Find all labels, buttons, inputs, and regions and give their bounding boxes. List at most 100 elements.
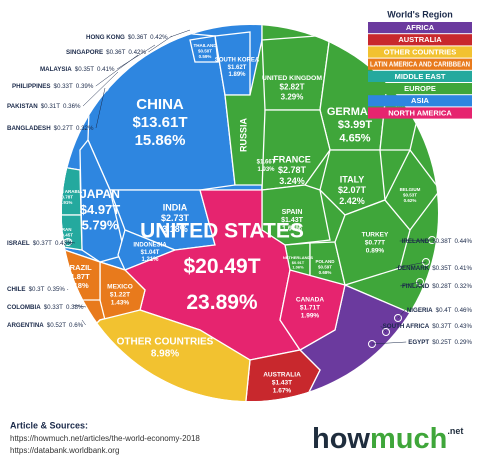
country-name: INDIA <box>163 202 188 212</box>
value-label: $0.50T <box>198 49 212 54</box>
leader-line <box>397 309 406 319</box>
legend-swatch <box>368 70 472 82</box>
country-name: SINGAPORE <box>66 49 103 56</box>
legend-label: LATIN AMERICA AND CARIBBEAN <box>370 60 470 69</box>
value-label: $0.59T <box>318 265 332 270</box>
country-name: UNITED STATES <box>140 220 304 243</box>
value-label: $20.49T <box>183 255 260 278</box>
value-label: $1.43T <box>281 217 304 224</box>
value-label: 0.68% <box>319 270 332 275</box>
value-label: 0.38% <box>66 304 84 311</box>
value-label: $0.33T <box>54 83 73 90</box>
country-name: HONG KONG <box>86 34 125 41</box>
value-label: 0.39% <box>76 83 94 90</box>
value-label: $0.78T <box>59 195 73 200</box>
value-label: $0.53T <box>403 193 417 198</box>
country-name: FINLAND <box>402 283 430 290</box>
value-label: $2.82T <box>280 83 305 92</box>
legend-label: NORTH AMERICA <box>388 108 452 117</box>
country-name: DENMARK <box>398 265 430 272</box>
value-label: $2.07T <box>338 185 367 195</box>
value-label: 23.89% <box>186 291 258 314</box>
value-label: 0.41% <box>97 66 115 73</box>
legend-label: AFRICA <box>406 23 435 32</box>
country-label: EGYPT $0.25T 0.29% <box>408 339 472 346</box>
value-label: 1.06% <box>292 265 304 270</box>
value-label: 0.62% <box>404 198 417 203</box>
country-name: BRAZIL <box>64 263 92 272</box>
value-label: 2.18% <box>67 281 89 290</box>
value-label: 0.42% <box>150 34 168 41</box>
value-label: 1.93% <box>257 167 275 173</box>
value-label: 1.67% <box>273 387 292 394</box>
value-label: 0.42% <box>128 49 146 56</box>
leader-line <box>116 44 156 70</box>
value-label: $1.66T <box>257 160 276 166</box>
country-label: MALAYSIA $0.35T 0.41% <box>40 66 115 73</box>
country-label: NIGERIA $0.4T 0.46% <box>407 307 473 314</box>
value-label: 0.46% <box>454 307 472 314</box>
country-name: IRAN <box>61 227 72 232</box>
legend-label: OTHER COUNTRIES <box>384 47 457 56</box>
value-label: 1.66% <box>282 226 303 233</box>
leader-line <box>371 341 407 345</box>
country-name: ITALY <box>340 174 365 184</box>
country-name: NIGERIA <box>407 307 433 314</box>
country-name: COLOMBIA <box>7 304 41 311</box>
country-name: UNITED KINGDOM <box>262 75 322 82</box>
value-label: $0.36T <box>128 34 147 41</box>
country-name: PHILIPPINES <box>12 83 51 90</box>
country-cell <box>261 109 331 191</box>
value-label: 0.44% <box>454 238 472 245</box>
value-label: 4.65% <box>339 132 370 144</box>
value-label: $0.28T <box>432 283 451 290</box>
value-label: $0.52T <box>47 322 66 329</box>
value-label: $2.78T <box>278 165 307 175</box>
country-label: CHILE $0.3T 0.35% <box>7 286 65 293</box>
value-label: 0.91% <box>60 200 73 205</box>
logo: howmuch.net <box>312 423 463 455</box>
legend: World's Region AFRICA AUSTRALIA OTHER COUN… <box>368 9 472 119</box>
legend-swatch <box>368 95 472 107</box>
leader-line <box>380 325 387 333</box>
value-label: 3.29% <box>281 92 304 101</box>
country-label: SOUTH AFRICA $0.37T 0.43% <box>383 323 473 330</box>
value-label: $13.61T <box>132 114 187 131</box>
leader-line <box>95 54 139 87</box>
value-label: 5.79% <box>82 218 119 233</box>
country-label: IRELAND $0.38T 0.44% <box>402 238 473 245</box>
value-label: $0.33T <box>44 304 63 311</box>
value-label: 0.35% <box>47 286 65 293</box>
country-label: PHILIPPINES $0.33T 0.39% <box>12 83 94 90</box>
country-name: PAKISTAN <box>7 103 38 110</box>
country-name: OTHER COUNTRIES <box>117 337 214 348</box>
country-name: TURKEY <box>362 232 389 239</box>
value-label: $1.71T <box>300 305 320 312</box>
country-cell <box>189 35 219 63</box>
value-label: $1.62T <box>228 65 247 71</box>
value-label: $1.22T <box>110 292 130 299</box>
country-name: ARGENTINA <box>7 322 44 329</box>
value-label: 0.36% <box>63 103 81 110</box>
country-name: BANGLADESH <box>7 125 51 132</box>
value-label: 1.99% <box>301 312 320 319</box>
country-name: ISRAEL <box>7 240 30 247</box>
labels: CHINA$13.61T15.86%JAPAN$4.97T5.79%INDIA$… <box>7 29 473 394</box>
value-label: $0.77T <box>365 240 385 247</box>
country-name: IRELAND <box>402 238 430 245</box>
country-name: FRANCE <box>273 154 311 164</box>
source-url: https://databank.worldbank.org <box>10 446 119 455</box>
value-label: $0.36T <box>106 49 125 56</box>
value-label: 3.24% <box>279 176 305 186</box>
leader-line <box>399 239 433 242</box>
leader-line <box>148 35 173 53</box>
value-label: $1.43T <box>272 380 292 387</box>
value-label: $3.99T <box>338 119 373 131</box>
value-label: 15.86% <box>135 132 186 149</box>
value-label: 3.18% <box>162 224 188 234</box>
value-label: $0.25T <box>432 339 451 346</box>
legend-label: AUSTRALIA <box>398 35 442 44</box>
leader-line <box>72 304 87 308</box>
value-label: 8.98% <box>151 349 179 360</box>
value-label: 1.21% <box>141 257 159 263</box>
